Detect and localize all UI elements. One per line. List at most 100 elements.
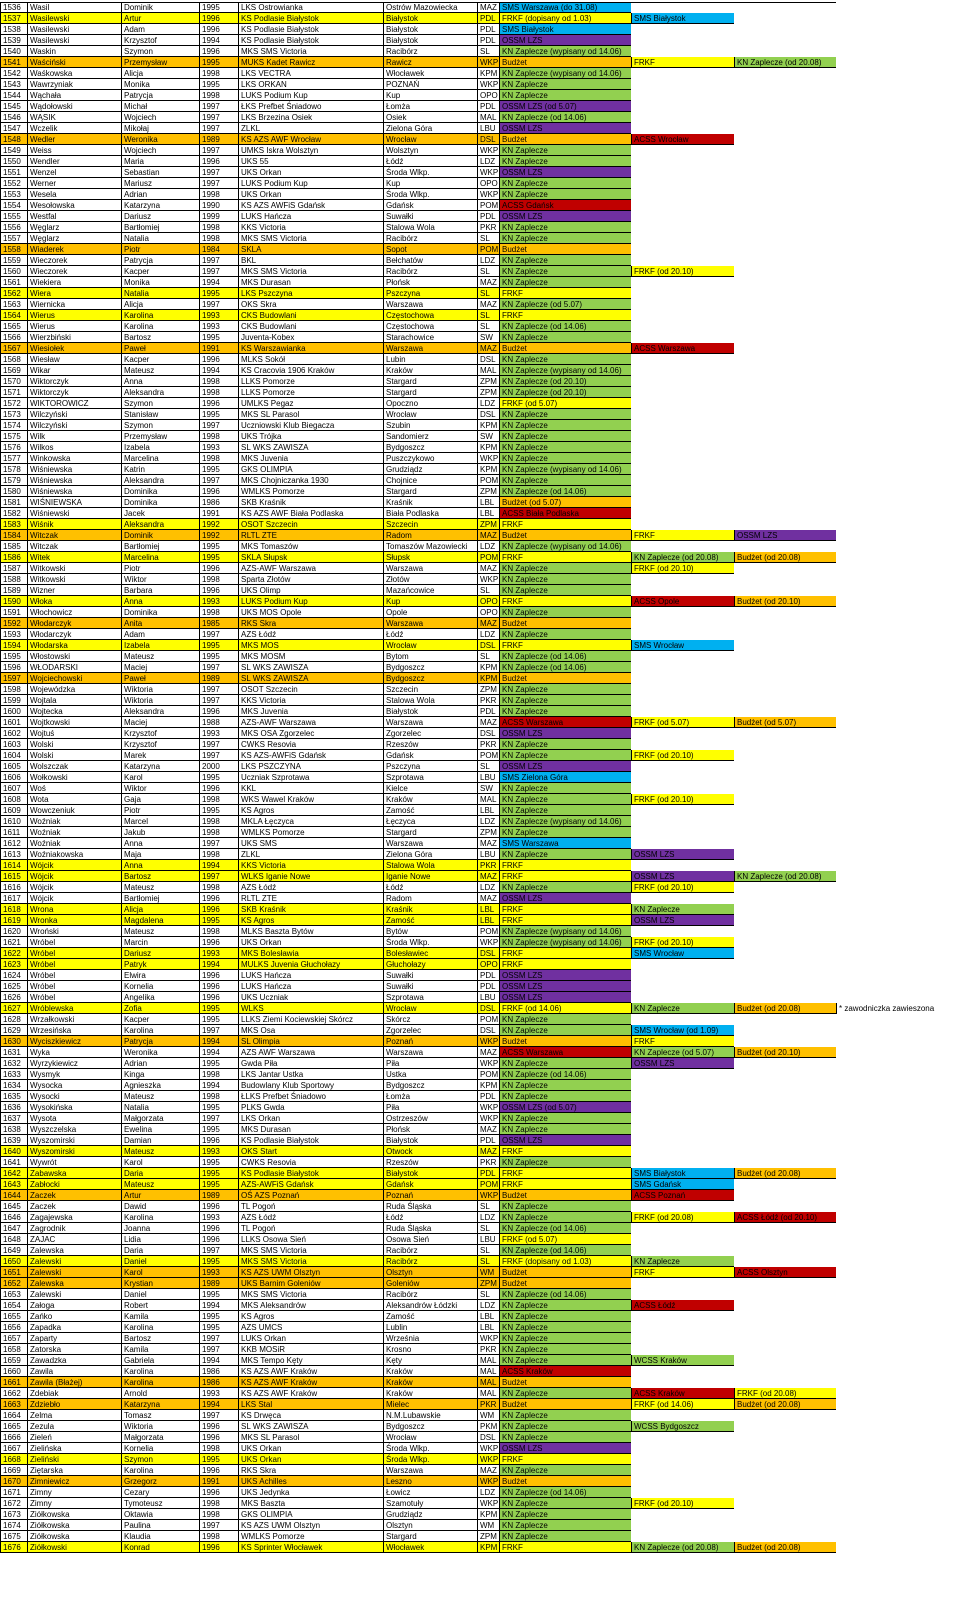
- birth-year-cell[interactable]: 1986: [199, 1366, 238, 1377]
- table-row[interactable]: 1606 Wołkowski Karol 1995 Uczniak Szprotawa S…: [0, 772, 960, 783]
- table-row[interactable]: 1579 Wiśniewska Aleksandra 1997 MKS Chojnicz…: [0, 475, 960, 486]
- surname-cell[interactable]: Wrzesińska: [27, 1025, 121, 1036]
- first-name-cell[interactable]: Karolina: [121, 1322, 199, 1333]
- surname-cell[interactable]: Zatorska: [27, 1344, 121, 1355]
- club-cell[interactable]: MKS SL Parasol: [238, 1432, 383, 1443]
- row-number-cell[interactable]: 1541: [0, 57, 27, 68]
- row-number-cell[interactable]: 1591: [0, 607, 27, 618]
- surname-cell[interactable]: Zalewski: [27, 1267, 121, 1278]
- birth-year-cell[interactable]: 1993: [199, 442, 238, 453]
- region-cell[interactable]: LBU: [477, 772, 499, 783]
- row-number-cell[interactable]: 1665: [0, 1421, 27, 1432]
- row-number-cell[interactable]: 1587: [0, 563, 27, 574]
- table-row[interactable]: 1667 Zielińska Kornelia 1998 UKS Orkan Środa …: [0, 1443, 960, 1454]
- region-cell[interactable]: POM: [477, 1069, 499, 1080]
- row-number-cell[interactable]: 1647: [0, 1223, 27, 1234]
- program-cell[interactable]: FRKF: [499, 1168, 631, 1179]
- birth-year-cell[interactable]: 1991: [199, 508, 238, 519]
- program-cell[interactable]: KN Zaplecze: [499, 574, 631, 585]
- surname-cell[interactable]: Waśkowska: [27, 68, 121, 79]
- region-cell[interactable]: KPM: [477, 1080, 499, 1091]
- surname-cell[interactable]: Wyszomirski: [27, 1146, 121, 1157]
- club-cell[interactable]: WMLKS Pomorze: [238, 827, 383, 838]
- first-name-cell[interactable]: Mariusz: [121, 178, 199, 189]
- city-cell[interactable]: Białystok: [383, 35, 477, 46]
- table-row[interactable]: 1605 Wolszczak Katarzyna 2000 LKS PSZCZYNA Ps…: [0, 761, 960, 772]
- region-cell[interactable]: LBL: [477, 904, 499, 915]
- program-cell[interactable]: Budżet: [499, 1476, 631, 1487]
- table-row[interactable]: 1641 Wywrót Karol 1995 CWKS Resovia Rzeszów PK…: [0, 1157, 960, 1168]
- row-number-cell[interactable]: 1556: [0, 222, 27, 233]
- row-number-cell[interactable]: 1644: [0, 1190, 27, 1201]
- club-cell[interactable]: MKS SMS Victoria: [238, 46, 383, 57]
- birth-year-cell[interactable]: 1993: [199, 310, 238, 321]
- first-name-cell[interactable]: Kornelia: [121, 981, 199, 992]
- region-cell[interactable]: WKP: [477, 1476, 499, 1487]
- program-cell[interactable]: OSSM LZS: [499, 893, 631, 904]
- surname-cell[interactable]: Woś: [27, 783, 121, 794]
- surname-cell[interactable]: Węglarz: [27, 233, 121, 244]
- program-cell-3[interactable]: Budżet (od 20.10): [734, 1047, 836, 1058]
- table-row[interactable]: 1598 Wojewódzka Wiktoria 1997 OSOT Szczecin S…: [0, 684, 960, 695]
- program-cell-2[interactable]: ACSS Wrocław: [631, 134, 734, 145]
- club-cell[interactable]: KS AZS AWF Wrocław: [238, 134, 383, 145]
- city-cell[interactable]: Sandomierz: [383, 431, 477, 442]
- city-cell[interactable]: Radom: [383, 530, 477, 541]
- table-row[interactable]: 1548 Wedler Weronika 1989 KS AZS AWF Wrocław…: [0, 134, 960, 145]
- region-cell[interactable]: WKP: [477, 189, 499, 200]
- first-name-cell[interactable]: Paulina: [121, 1520, 199, 1531]
- surname-cell[interactable]: Wiśniewska: [27, 475, 121, 486]
- region-cell[interactable]: WKP: [477, 57, 499, 68]
- row-number-cell[interactable]: 1664: [0, 1410, 27, 1421]
- table-row[interactable]: 1636 Wysokińska Natalia 1995 PLKS Gwda Piła WK…: [0, 1102, 960, 1113]
- row-number-cell[interactable]: 1672: [0, 1498, 27, 1509]
- program-cell-3[interactable]: KN Zaplecze (od 20.08): [734, 871, 836, 882]
- table-row[interactable]: 1635 Wysocki Mateusz 1998 ŁLKS Prefbet Śniad…: [0, 1091, 960, 1102]
- table-row[interactable]: 1600 Wojtecka Aleksandra 1996 MKS Juvenia Bia…: [0, 706, 960, 717]
- city-cell[interactable]: Ostrów Mazowiecka: [383, 2, 477, 13]
- surname-cell[interactable]: Zimniewicz: [27, 1476, 121, 1487]
- first-name-cell[interactable]: Karol: [121, 1157, 199, 1168]
- program-cell-2[interactable]: KN Zaplecze: [631, 1256, 734, 1267]
- table-row[interactable]: 1623 Wróbel Patryk 1994 MULKS Juvenia Głucho…: [0, 959, 960, 970]
- program-cell[interactable]: OSSM LZS (od 5.07): [499, 101, 631, 112]
- city-cell[interactable]: Opoczno: [383, 398, 477, 409]
- birth-year-cell[interactable]: 1998: [199, 882, 238, 893]
- region-cell[interactable]: WM: [477, 1410, 499, 1421]
- region-cell[interactable]: SL: [477, 1289, 499, 1300]
- program-cell[interactable]: FRKF: [499, 640, 631, 651]
- first-name-cell[interactable]: Konrad: [121, 1542, 199, 1553]
- first-name-cell[interactable]: Piotr: [121, 563, 199, 574]
- program-cell[interactable]: KN Zaplecze: [499, 1157, 631, 1168]
- region-cell[interactable]: MAL: [477, 365, 499, 376]
- row-number-cell[interactable]: 1550: [0, 156, 27, 167]
- program-cell[interactable]: KN Zaplecze: [499, 1311, 631, 1322]
- birth-year-cell[interactable]: 1995: [199, 1124, 238, 1135]
- program-cell-2[interactable]: OSSM LZS: [631, 915, 734, 926]
- club-cell[interactable]: MKS Tomaszów: [238, 541, 383, 552]
- city-cell[interactable]: Racibórz: [383, 1245, 477, 1256]
- surname-cell[interactable]: Wesołowska: [27, 200, 121, 211]
- club-cell[interactable]: UKS Jedynka: [238, 1487, 383, 1498]
- city-cell[interactable]: Racibórz: [383, 46, 477, 57]
- surname-cell[interactable]: Waskin: [27, 46, 121, 57]
- row-number-cell[interactable]: 1562: [0, 288, 27, 299]
- birth-year-cell[interactable]: 1996: [199, 893, 238, 904]
- city-cell[interactable]: Wolsztyn: [383, 145, 477, 156]
- program-cell[interactable]: KN Zaplecze: [499, 233, 631, 244]
- city-cell[interactable]: Radom: [383, 893, 477, 904]
- club-cell[interactable]: KS AZS UWM Olsztyn: [238, 1267, 383, 1278]
- region-cell[interactable]: LBL: [477, 497, 499, 508]
- first-name-cell[interactable]: Szymon: [121, 420, 199, 431]
- program-cell[interactable]: OSSM LZS: [499, 981, 631, 992]
- program-cell[interactable]: KN Zaplecze: [499, 1333, 631, 1344]
- row-number-cell[interactable]: 1546: [0, 112, 27, 123]
- club-cell[interactable]: LKS Ostrowianka: [238, 2, 383, 13]
- surname-cell[interactable]: Wota: [27, 794, 121, 805]
- table-row[interactable]: 1550 Wendler Maria 1996 UKS 55 Łódź LDZ KN Zapl…: [0, 156, 960, 167]
- club-cell[interactable]: LLKS Pomorze: [238, 376, 383, 387]
- birth-year-cell[interactable]: 1996: [199, 937, 238, 948]
- city-cell[interactable]: Kęty: [383, 1355, 477, 1366]
- city-cell[interactable]: Warszawa: [383, 299, 477, 310]
- surname-cell[interactable]: Wądołowski: [27, 101, 121, 112]
